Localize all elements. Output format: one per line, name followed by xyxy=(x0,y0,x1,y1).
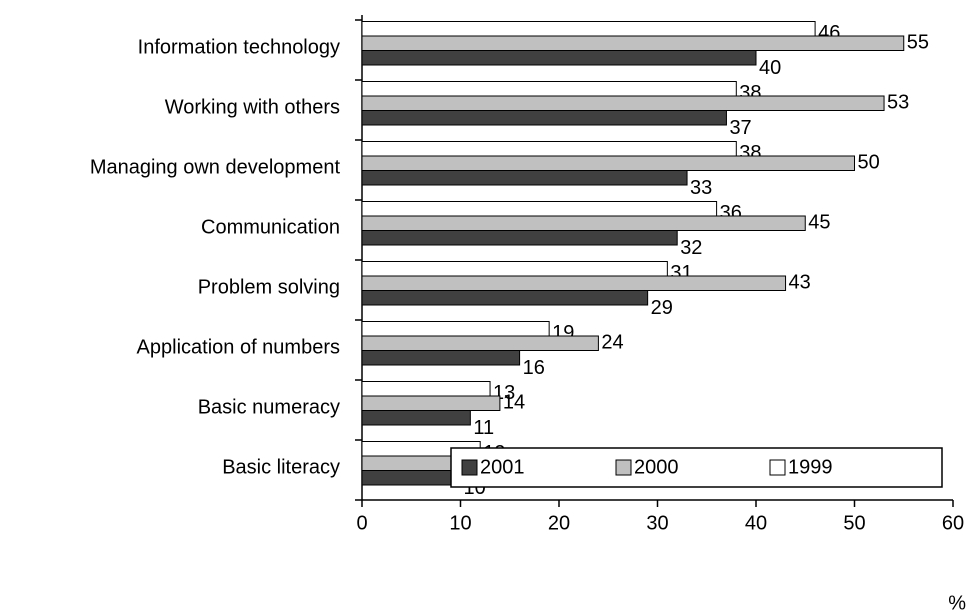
x-tick-label: 40 xyxy=(745,512,767,534)
data-label: 24 xyxy=(601,332,623,354)
x-axis-label: % xyxy=(948,592,966,614)
bar xyxy=(361,335,599,351)
bar xyxy=(361,170,688,186)
bar xyxy=(361,81,737,97)
x-tick-label: 20 xyxy=(548,512,570,534)
x-tick-label: 30 xyxy=(646,512,668,534)
bar xyxy=(361,230,678,246)
data-label: 40 xyxy=(759,57,781,79)
data-label: 43 xyxy=(789,272,811,294)
bar xyxy=(361,395,501,411)
data-label: 14 xyxy=(503,392,525,414)
x-tick-label: 50 xyxy=(843,512,865,534)
y-tick-label: Basic numeracy xyxy=(198,396,340,418)
legend-label: 2001 xyxy=(480,456,525,478)
bar xyxy=(361,350,521,366)
y-tick-label: Problem solving xyxy=(198,276,340,298)
legend-swatch xyxy=(461,459,478,476)
data-label: 55 xyxy=(907,32,929,54)
bar xyxy=(361,95,885,111)
bar xyxy=(361,50,757,66)
y-tick-label: Working with others xyxy=(165,96,340,118)
data-label: 11 xyxy=(473,417,494,439)
bar xyxy=(361,110,727,126)
y-tick-label: Communication xyxy=(201,216,340,238)
bar xyxy=(361,261,668,277)
data-label: 37 xyxy=(729,117,751,139)
bar xyxy=(361,470,461,486)
bar xyxy=(361,321,550,337)
x-tick-label: 10 xyxy=(449,512,471,534)
legend-swatch xyxy=(769,459,786,476)
data-label: 33 xyxy=(690,177,712,199)
bar xyxy=(361,35,905,51)
data-label: 50 xyxy=(858,152,880,174)
x-tick-label: 60 xyxy=(942,512,964,534)
data-label: 16 xyxy=(523,357,545,379)
bar xyxy=(361,215,806,231)
y-tick-label: Basic literacy xyxy=(222,456,340,478)
bar xyxy=(361,275,787,291)
x-tick-label: 0 xyxy=(356,512,367,534)
y-tick-label: Application of numbers xyxy=(137,336,340,358)
bar xyxy=(361,381,491,397)
bar xyxy=(361,290,649,306)
data-label: 45 xyxy=(808,212,830,234)
y-tick-label: Managing own development xyxy=(90,156,341,178)
legend-label: 1999 xyxy=(788,456,833,478)
legend-label: 2000 xyxy=(634,456,679,478)
bar xyxy=(361,410,471,426)
y-tick-label: Information technology xyxy=(138,36,340,58)
data-label: 32 xyxy=(680,237,702,259)
legend-swatch xyxy=(615,459,632,476)
bar xyxy=(361,21,816,37)
bar xyxy=(361,155,855,171)
legend-box xyxy=(450,447,943,488)
data-label: 53 xyxy=(887,92,909,114)
bar xyxy=(361,141,737,157)
data-label: 29 xyxy=(651,297,673,319)
bar xyxy=(361,201,718,217)
